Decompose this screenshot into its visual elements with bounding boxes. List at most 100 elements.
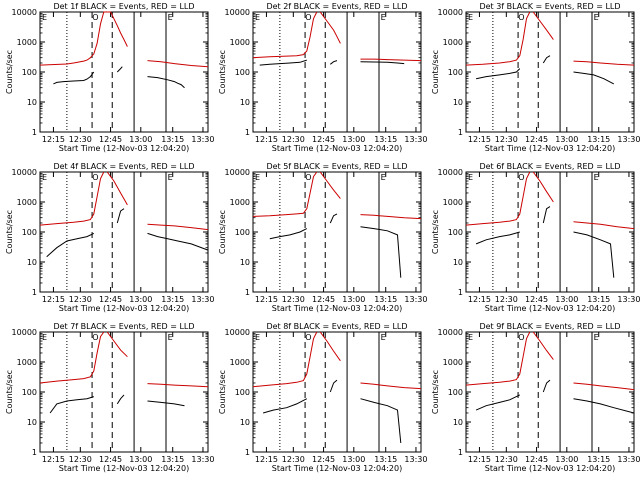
y-tick-label: 10000 — [438, 328, 463, 337]
lld-series-line-seg1 — [106, 171, 128, 206]
plot-frame — [252, 171, 422, 293]
events-series-line-seg1 — [542, 379, 551, 393]
events-series-line-seg1 — [116, 208, 125, 224]
marker-right: E — [381, 173, 386, 182]
y-tick-label: 10 — [27, 258, 37, 267]
panel-det-3f: Det 3f BLACK = Events, RED = LLD 1 10 100 10… — [431, 2, 640, 153]
x-tick-label: 13:15 — [161, 455, 184, 464]
marker-right: E — [168, 13, 173, 22]
x-tick-label: 12:45 — [525, 135, 548, 144]
x-tick-label: 13:30 — [617, 455, 640, 464]
y-tick-label: 1000 — [17, 198, 37, 207]
y-axis-label: Counts/sec — [431, 210, 440, 254]
y-axis-label: Counts/sec — [431, 50, 440, 94]
y-tick-label: 1000 — [443, 198, 463, 207]
x-tick-label: 12:45 — [312, 135, 335, 144]
x-tick-label: 12:30 — [69, 455, 92, 464]
events-series-line-seg0 — [53, 71, 95, 85]
panel-det-8f: Det 8f BLACK = Events, RED = LLD 1 10 100 10… — [218, 322, 427, 473]
y-tick-label: 1 — [32, 448, 37, 457]
lld-series-line-seg2 — [360, 58, 422, 62]
lld-series-line-seg0 — [252, 331, 318, 388]
y-tick-label: 1 — [245, 288, 250, 297]
y-tick-label: 10000 — [225, 8, 250, 17]
events-series-line-seg2 — [360, 61, 405, 65]
lld-series-line-seg1 — [532, 331, 554, 360]
panel-det-7f: Det 7f BLACK = Events, RED = LLD 1 10 100 10… — [5, 322, 214, 473]
marker-right: E — [168, 333, 173, 342]
x-tick-label: 13:30 — [404, 455, 427, 464]
y-axis-label: Counts/sec — [5, 370, 14, 414]
lld-series-line-seg0 — [39, 331, 105, 384]
panel-det-2f: Det 2f BLACK = Events, RED = LLD 1 10 100 10… — [218, 2, 427, 153]
x-axis-label: Start Time (12-Nov-03 12:04:20) — [272, 464, 402, 473]
y-axis-label: Counts/sec — [218, 210, 227, 254]
marker-mid: O — [92, 13, 98, 22]
y-tick-label: 10000 — [12, 168, 37, 177]
y-tick-label: 100 — [235, 68, 250, 77]
panel-det-6f: Det 6f BLACK = Events, RED = LLD 1 10 100 10… — [431, 162, 640, 313]
panel-title: Det 5f BLACK = Events, RED = LLD — [266, 162, 407, 171]
x-tick-label: 13:00 — [342, 295, 365, 304]
marker-mid: O — [518, 333, 524, 342]
events-series-line-seg2 — [573, 71, 615, 85]
y-tick-label: 1 — [458, 448, 463, 457]
y-tick-label: 100 — [448, 68, 463, 77]
lld-series-line-seg2 — [147, 223, 209, 231]
y-tick-label: 1000 — [230, 358, 250, 367]
panel-title: Det 9f BLACK = Events, RED = LLD — [479, 322, 620, 331]
x-tick-label: 12:45 — [312, 455, 335, 464]
plot-frame — [465, 171, 635, 293]
lld-series-line-seg0 — [39, 171, 105, 226]
y-tick-label: 100 — [448, 388, 463, 397]
events-series-line-seg2 — [360, 398, 402, 444]
x-tick-label: 13:30 — [191, 295, 214, 304]
y-tick-label: 1000 — [17, 38, 37, 47]
x-tick-label: 13:00 — [555, 295, 578, 304]
x-tick-label: 12:45 — [99, 455, 122, 464]
x-tick-label: 12:45 — [312, 295, 335, 304]
x-tick-label: 12:15 — [255, 295, 278, 304]
marker-right: E — [381, 13, 386, 22]
x-tick-label: 13:30 — [191, 135, 214, 144]
lld-series-line-seg1 — [319, 11, 341, 44]
y-tick-label: 100 — [22, 228, 37, 237]
lld-series-line-seg2 — [573, 382, 635, 391]
x-tick-label: 12:30 — [282, 135, 305, 144]
y-tick-label: 10000 — [12, 328, 37, 337]
x-tick-label: 12:15 — [468, 295, 491, 304]
lld-series-line-seg2 — [147, 383, 209, 388]
x-axis-label: Start Time (12-Nov-03 12:04:20) — [272, 144, 402, 153]
plot-frame — [465, 331, 635, 453]
events-series-line-seg0 — [475, 394, 521, 411]
y-tick-label: 1 — [458, 288, 463, 297]
x-tick-label: 12:30 — [69, 135, 92, 144]
x-tick-label: 13:00 — [555, 455, 578, 464]
y-tick-label: 10 — [27, 98, 37, 107]
x-tick-label: 12:45 — [99, 135, 122, 144]
x-tick-label: 12:30 — [495, 295, 518, 304]
lld-series-line-seg2 — [147, 60, 209, 68]
lld-series-line-seg1 — [110, 11, 128, 47]
x-tick-label: 13:15 — [587, 135, 610, 144]
y-tick-label: 10 — [453, 98, 463, 107]
y-tick-label: 1000 — [17, 358, 37, 367]
x-tick-label: 13:15 — [161, 135, 184, 144]
lld-series-line-seg0 — [252, 171, 318, 217]
events-series-line-seg2 — [147, 76, 185, 89]
y-tick-label: 100 — [22, 388, 37, 397]
x-axis-label: Start Time (12-Nov-03 12:04:20) — [485, 304, 615, 313]
marker-left: E — [42, 173, 47, 182]
x-axis-label: Start Time (12-Nov-03 12:04:20) — [59, 464, 189, 473]
x-tick-label: 13:00 — [555, 135, 578, 144]
x-tick-label: 12:30 — [495, 455, 518, 464]
marker-mid: O — [305, 13, 311, 22]
x-tick-label: 13:00 — [342, 135, 365, 144]
y-tick-label: 10000 — [12, 8, 37, 17]
events-series-line-seg0 — [269, 228, 308, 240]
y-tick-label: 10 — [240, 98, 250, 107]
marker-left: E — [255, 333, 260, 342]
events-series-line-seg0 — [46, 232, 95, 258]
marker-right: E — [594, 173, 599, 182]
y-tick-label: 10000 — [225, 328, 250, 337]
